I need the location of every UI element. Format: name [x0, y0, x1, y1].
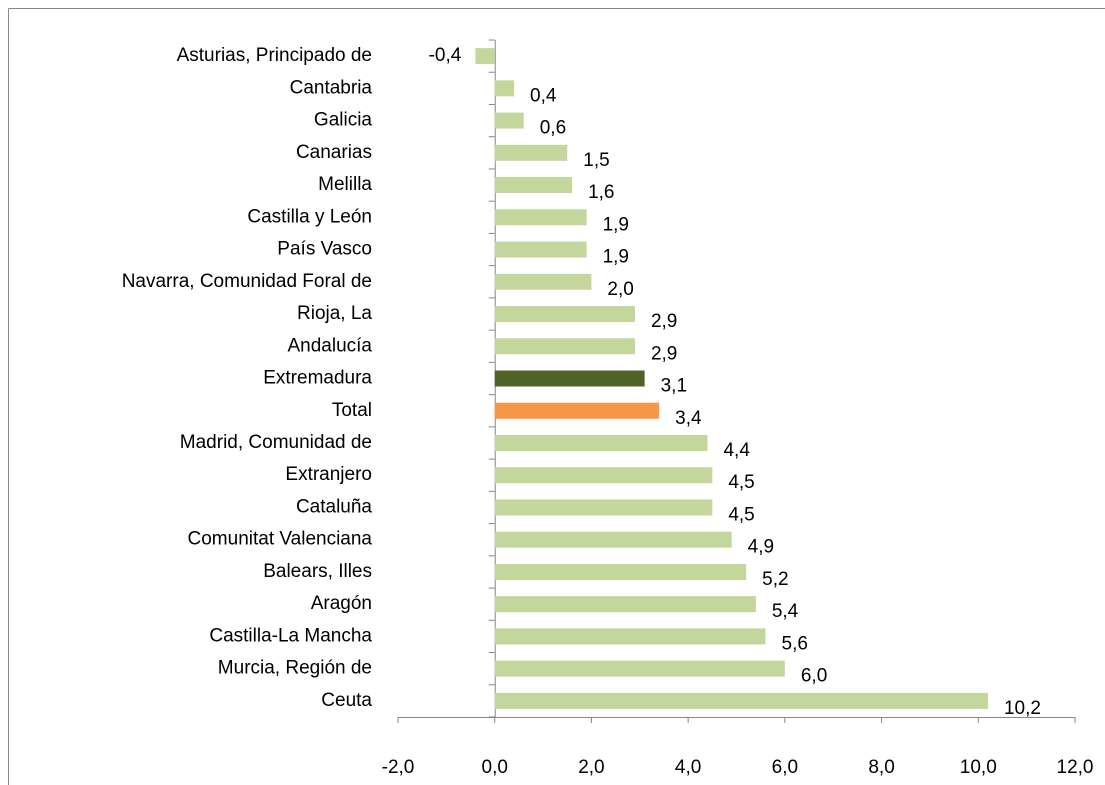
x-tick-label: 8,0 — [868, 757, 894, 778]
value-label: 0,4 — [530, 85, 557, 106]
y-tick-label: Rioja, La — [297, 303, 372, 324]
value-label: 4,9 — [748, 537, 774, 558]
value-label: 1,5 — [583, 150, 609, 171]
y-tick-label: Extranjero — [285, 464, 372, 485]
y-tick-label: Galicia — [314, 110, 373, 131]
value-label: 2,0 — [607, 279, 633, 300]
bar — [494, 434, 708, 451]
y-tick-label: Total — [332, 400, 372, 421]
x-tick-label: 0,0 — [482, 757, 508, 778]
y-tick-label: Comunitat Valenciana — [188, 529, 373, 550]
y-tick-label: Madrid, Comunidad de — [180, 432, 372, 453]
value-label: 4,5 — [728, 504, 754, 525]
value-label: 1,6 — [588, 182, 614, 203]
x-tick-label: -2,0 — [382, 757, 415, 778]
value-label: 0,6 — [540, 118, 566, 139]
x-tick-label: 10,0 — [960, 757, 997, 778]
value-label: 10,2 — [1004, 698, 1041, 719]
bar — [494, 499, 713, 516]
value-label: 5,4 — [772, 601, 799, 622]
bar — [494, 370, 645, 387]
y-tick-label: Extremadura — [263, 368, 372, 389]
bar — [494, 209, 587, 226]
bar — [494, 144, 568, 161]
bar — [494, 563, 747, 580]
y-tick-label: Cantabria — [290, 77, 373, 98]
value-label: 2,9 — [651, 311, 677, 332]
y-tick-label: Ceuta — [321, 690, 372, 711]
y-tick-label: Castilla y León — [247, 206, 372, 227]
x-tick-label: 6,0 — [772, 757, 798, 778]
bar — [494, 112, 524, 129]
value-label: 2,9 — [651, 343, 677, 364]
bar — [494, 273, 592, 290]
y-tick-label: Cataluña — [296, 496, 372, 517]
y-tick-label: Castilla-La Mancha — [209, 625, 372, 646]
value-label: 1,9 — [603, 214, 629, 235]
y-tick-label: Navarra, Comunidad Foral de — [122, 271, 372, 292]
bar — [494, 402, 660, 419]
value-label: 3,4 — [675, 408, 702, 429]
value-label: 5,2 — [762, 569, 788, 590]
value-label: 1,9 — [603, 247, 629, 268]
y-tick-label: País Vasco — [277, 239, 372, 260]
y-tick-label: Canarias — [296, 142, 372, 163]
value-label: 4,4 — [723, 440, 750, 461]
bar — [494, 241, 587, 258]
y-tick-label: Melilla — [318, 174, 372, 195]
value-label: 6,0 — [801, 666, 827, 687]
bar — [494, 80, 515, 97]
y-tick-label: Asturias, Principado de — [177, 45, 372, 66]
y-tick-label: Murcia, Región de — [218, 658, 372, 679]
bar — [494, 660, 785, 677]
x-tick-label: 12,0 — [1057, 757, 1094, 778]
y-tick-label: Andalucía — [287, 335, 372, 356]
value-label: 5,6 — [782, 633, 808, 654]
x-tick-label: 2,0 — [578, 757, 604, 778]
y-tick-label: Aragón — [311, 593, 372, 614]
bar — [494, 306, 635, 323]
bar — [494, 596, 756, 613]
bar — [494, 628, 766, 645]
bar — [494, 692, 988, 709]
y-tick-label: Balears, Illes — [263, 561, 372, 582]
bar — [475, 48, 495, 65]
value-label: 4,5 — [728, 472, 754, 493]
bar — [494, 338, 635, 355]
bar — [494, 531, 732, 548]
bar — [494, 177, 573, 194]
value-label: 3,1 — [661, 376, 687, 397]
bar — [494, 467, 713, 484]
value-label: -0,4 — [429, 45, 462, 66]
x-tick-label: 4,0 — [675, 757, 701, 778]
